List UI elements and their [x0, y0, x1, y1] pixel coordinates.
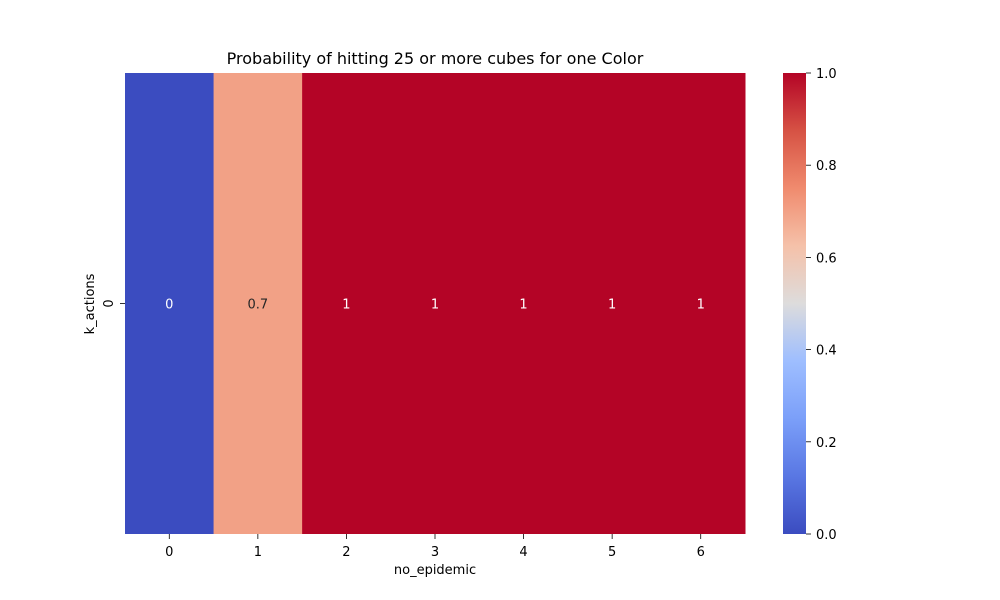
heatmap-cell-labels: 0 0.7 1 1 1 1 1 [165, 298, 705, 313]
x-tick-label: 0 [165, 545, 173, 560]
y-axis-label: k_actions [83, 273, 98, 334]
heatmap-cell [390, 73, 480, 534]
cell-value-label: 0 [165, 298, 173, 313]
colorbar-tick-label: 1.0 [816, 67, 837, 82]
colorbar-tick-label: 0.4 [816, 344, 837, 359]
chart-title: Probability of hitting 25 or more cubes … [227, 49, 644, 68]
heatmap-cell [125, 73, 215, 534]
heatmap-cell [567, 73, 657, 534]
colorbar-tick-label: 0.0 [816, 528, 837, 543]
cell-value-label: 1 [431, 298, 439, 313]
cell-value-label: 1 [342, 298, 350, 313]
cell-value-label: 1 [697, 298, 705, 313]
heatmap-cell [213, 73, 303, 534]
cell-value-label: 0.7 [248, 298, 269, 313]
x-tick-label: 3 [431, 545, 439, 560]
heatmap-cell [479, 73, 569, 534]
x-axis: 0 1 2 3 4 5 6 [165, 534, 705, 560]
colorbar-tick-label: 0.8 [816, 159, 837, 174]
heatmap-cells [125, 73, 746, 534]
cell-value-label: 1 [519, 298, 527, 313]
x-tick-label: 5 [608, 545, 616, 560]
y-axis: 0 [102, 299, 125, 308]
x-tick-label: 6 [697, 545, 705, 560]
heatmap-cell [302, 73, 392, 534]
y-tick-label: 0 [102, 299, 117, 307]
cell-value-label: 1 [608, 298, 616, 313]
colorbar-ticks: 0.0 0.2 0.4 0.6 0.8 1.0 [806, 67, 837, 543]
x-tick-label: 4 [519, 545, 527, 560]
colorbar [783, 73, 806, 534]
x-axis-label: no_epidemic [394, 563, 476, 578]
colorbar-tick-label: 0.2 [816, 436, 837, 451]
colorbar-tick-label: 0.6 [816, 251, 837, 266]
x-tick-label: 2 [342, 545, 350, 560]
x-tick-label: 1 [254, 545, 262, 560]
heatmap-cell [656, 73, 746, 534]
